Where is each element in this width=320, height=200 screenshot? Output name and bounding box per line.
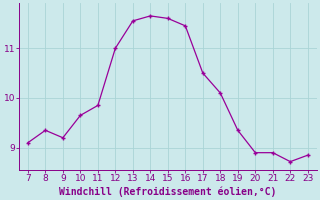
X-axis label: Windchill (Refroidissement éolien,°C): Windchill (Refroidissement éolien,°C): [59, 186, 276, 197]
